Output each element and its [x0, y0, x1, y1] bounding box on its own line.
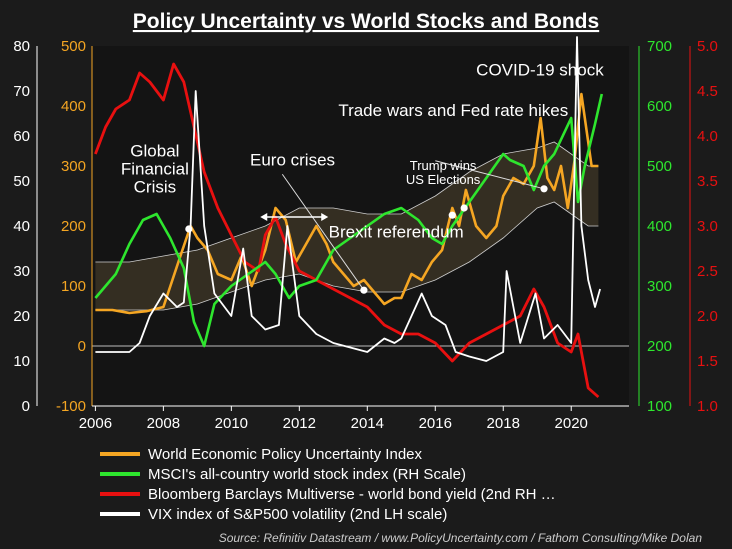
annotation-5: Euro crises — [250, 150, 335, 169]
annotation-4: Crisis — [134, 177, 177, 196]
vix-axis-tick: 40 — [13, 218, 30, 235]
vix-axis-tick: 20 — [13, 308, 30, 325]
pointer-line-1 — [281, 173, 365, 291]
event-marker-3 — [460, 204, 468, 212]
x-tick-label: 2010 — [215, 415, 248, 432]
yield-axis-tick: 3.0 — [697, 218, 718, 235]
epu-line — [95, 92, 599, 315]
legend-label-1: MSCI's all-country world stock index (RH… — [148, 466, 466, 483]
euro-arrow-head-left — [260, 213, 268, 221]
legend: World Economic Policy Uncertainty Index M… — [100, 446, 556, 523]
annotation-1: Trade wars and Fed rate hikes — [338, 101, 568, 120]
yield-axis-tick: 1.5 — [697, 353, 718, 370]
yield-axis-tick: 4.0 — [697, 128, 718, 145]
msci-axis-tick: 400 — [647, 218, 672, 235]
source-note: Source: Refinitiv Datastream / www.Polic… — [219, 531, 703, 545]
vix-axis-tick: 60 — [13, 128, 30, 145]
yield-axis-tick: 4.5 — [697, 83, 718, 100]
msci-axis-tick: 700 — [647, 38, 672, 55]
x-tick-label: 2006 — [79, 415, 112, 432]
legend-label-0: World Economic Policy Uncertainty Index — [148, 446, 422, 463]
legend-label-3: VIX index of S&P500 volatility (2nd LH s… — [148, 506, 447, 523]
epu-axis-tick: 0 — [78, 338, 86, 355]
epu-axis-tick: 500 — [61, 38, 86, 55]
epu-axis-tick: 300 — [61, 158, 86, 175]
yield-axis-tick: 1.0 — [697, 398, 718, 415]
yield-axis-tick: 2.5 — [697, 263, 718, 280]
yield-axis-tick: 5.0 — [697, 38, 718, 55]
yield-axis-tick: 2.0 — [697, 308, 718, 325]
euro-arrow-head-right — [321, 213, 329, 221]
msci-line — [94, 93, 604, 348]
event-marker-1 — [360, 286, 368, 294]
yield-axis-tick: 3.5 — [697, 173, 718, 190]
annotation-2: Global — [130, 141, 179, 160]
x-tick-label: 2008 — [147, 415, 180, 432]
epu-axis-tick: 400 — [61, 98, 86, 115]
vix-axis-tick: 80 — [13, 38, 30, 55]
msci-axis-tick: 300 — [647, 278, 672, 295]
axes-group: 0 10 20 30 40 50 60 70 80 -100 0 100 200 300 400 500 100… — [13, 38, 718, 432]
annotation-group: COVID-19 shock Trade wars and Fed rate hi… — [121, 60, 604, 294]
vix-axis-tick: 10 — [13, 353, 30, 370]
annotation-8: Brexit referendum — [329, 222, 464, 241]
legend-label-2: Bloomberg Barclays Multiverse - world bo… — [148, 486, 556, 503]
msci-axis-tick: 200 — [647, 338, 672, 355]
event-marker-2 — [448, 211, 456, 219]
event-marker-0 — [185, 225, 193, 233]
series-group — [94, 36, 604, 399]
x-tick-label: 2020 — [555, 415, 588, 432]
vix-axis-tick: 50 — [13, 173, 30, 190]
msci-axis-tick: 600 — [647, 98, 672, 115]
uncertainty-band — [95, 142, 599, 310]
vix-axis-tick: 0 — [22, 398, 30, 415]
epu-axis-tick: -100 — [56, 398, 86, 415]
msci-axis-tick: 100 — [647, 398, 672, 415]
annotation-3: Financial — [121, 159, 189, 178]
pointer-line-0 — [435, 160, 545, 190]
epu-axis-tick: 100 — [61, 278, 86, 295]
x-tick-label: 2014 — [351, 415, 384, 432]
annotation-7: US Elections — [406, 172, 481, 187]
annotation-0: COVID-19 shock — [476, 60, 604, 79]
chart-title: Policy Uncertainty vs World Stocks and B… — [133, 10, 599, 33]
x-tick-label: 2012 — [283, 415, 316, 432]
vix-axis-tick: 30 — [13, 263, 30, 280]
annotation-6: Trump wins — [410, 158, 477, 173]
event-marker-4 — [540, 185, 548, 193]
x-tick-label: 2016 — [419, 415, 452, 432]
msci-axis-tick: 500 — [647, 158, 672, 175]
vix-line — [95, 36, 601, 362]
vix-axis-tick: 70 — [13, 83, 30, 100]
x-tick-label: 2018 — [487, 415, 520, 432]
epu-axis-tick: 200 — [61, 218, 86, 235]
